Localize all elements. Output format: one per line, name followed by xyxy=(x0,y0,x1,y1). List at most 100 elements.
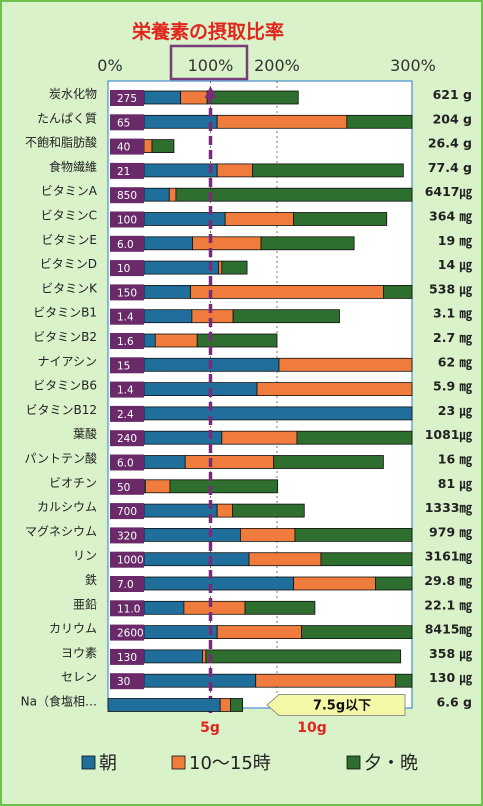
sodium-limit-arrow xyxy=(266,694,406,716)
row-19-target-value: 320 xyxy=(117,530,137,542)
row-12-target-badge xyxy=(110,357,144,374)
row-3-bar-夕・晩 xyxy=(151,139,175,154)
row-8-target-value: 10 xyxy=(117,263,130,275)
row-22-total: 22.1 ㎎ xyxy=(424,597,472,613)
row-16-target-badge xyxy=(110,454,144,471)
row-16-label: パントテン酸 xyxy=(24,451,97,466)
row-5-label: ビタミンA xyxy=(41,184,98,198)
row-11-bar-夕・晩 xyxy=(196,333,278,348)
row-15-target-badge xyxy=(110,430,144,447)
legend-label-朝: 朝 xyxy=(99,753,117,774)
row-6-bar-朝 xyxy=(143,212,226,226)
row-6-label: ビタミンC xyxy=(41,209,97,223)
row-13-target-badge xyxy=(110,381,144,398)
row-22-label: 亜鉛 xyxy=(73,597,97,611)
row-1-bar-夕・晩 xyxy=(206,90,299,105)
row-5-bar-朝 xyxy=(143,187,170,202)
row-1-bar-10〜15時 xyxy=(180,90,208,105)
row-7-target-badge xyxy=(110,235,144,252)
row-6-bar-10〜15時 xyxy=(224,212,295,226)
row-19-target-badge xyxy=(110,527,144,544)
row-4-total: 77.4 g xyxy=(428,160,472,175)
row-19-label: マグネシウム xyxy=(25,524,97,538)
row-7-bar-朝 xyxy=(143,236,193,251)
row-24-total: 358 ㎍ xyxy=(429,646,472,662)
row-18-label: カルシウム xyxy=(37,500,97,514)
row-2-bar-10〜15時 xyxy=(216,114,348,129)
row-23-label: カリウム xyxy=(49,622,97,636)
sodium-bar-朝 xyxy=(107,698,221,712)
row-13-total: 5.9 ㎎ xyxy=(433,379,472,395)
legend-label-10〜15時: 10〜15時 xyxy=(189,753,271,774)
row-17-label: ビオチン xyxy=(49,476,97,490)
row-20-bar-夕・晩 xyxy=(320,552,413,567)
row-6-total: 364 ㎎ xyxy=(429,209,472,225)
row-25-bar-10〜15時 xyxy=(255,673,396,688)
row-17-total: 81 ㎍ xyxy=(438,476,473,492)
row-20-label: リン xyxy=(73,549,97,563)
chart-title: 栄養素の摂取比率 xyxy=(131,20,284,43)
row-1-target-badge xyxy=(110,90,144,106)
row-16-bar-朝 xyxy=(143,455,186,469)
row-22-bar-夕・晩 xyxy=(244,600,316,615)
row-4-bar-夕・晩 xyxy=(251,163,404,178)
row-10-bar-朝 xyxy=(143,309,193,324)
percent-tick-label: 300% xyxy=(390,56,436,75)
row-9-target-value: 150 xyxy=(117,287,137,299)
row-12-target-value: 15 xyxy=(117,360,130,372)
row-21-bar-夕・晩 xyxy=(375,576,413,591)
row-2-target-badge xyxy=(110,114,144,131)
row-17-target-value: 50 xyxy=(117,482,130,494)
row-8-bar-夕・晩 xyxy=(221,260,248,275)
row-1-target-value: 275 xyxy=(117,93,137,105)
target-highlight-box xyxy=(169,44,249,81)
row-22-target-value: 11.0 xyxy=(117,603,140,615)
tick-layer: 0% 100% 200% 300% xyxy=(97,56,436,75)
row-18-total: 1333㎎ xyxy=(425,500,473,516)
row-25-total: 130 ㎍ xyxy=(429,670,472,686)
row-4-target-value: 21 xyxy=(117,166,130,178)
legend-swatch-夕・晩 xyxy=(346,755,361,770)
row-23-total: 8415㎎ xyxy=(425,622,473,638)
row-25-label: セレン xyxy=(61,670,97,684)
legend-layer: 朝 10〜15時 夕・晩 xyxy=(81,753,418,774)
row-11-bar-朝 xyxy=(143,333,156,348)
row-3-bar-10〜15時 xyxy=(143,139,153,154)
row-14-label: ビタミンB12 xyxy=(25,403,97,417)
row-13-bar-10〜15時 xyxy=(256,382,413,397)
row-3-target-value: 40 xyxy=(117,142,130,154)
row-13-bar-朝 xyxy=(143,382,258,397)
row-10-target-badge xyxy=(110,308,144,325)
row-16-bar-10〜15時 xyxy=(184,455,275,469)
row-23-bar-夕・晩 xyxy=(301,625,413,639)
sodium-label: Na（食塩相… xyxy=(21,694,97,709)
row-3-total: 26.4 g xyxy=(428,136,472,151)
row-20-bar-10〜15時 xyxy=(248,552,322,567)
sodium-limit-label: 7.5g以下 xyxy=(313,699,371,714)
row-20-bar-朝 xyxy=(143,552,250,567)
sodium-total: 6.6 g xyxy=(437,695,472,710)
row-6-target-badge xyxy=(110,211,144,228)
row-24-bar-朝 xyxy=(143,649,203,664)
legend-label-夕・晩: 夕・晩 xyxy=(364,753,418,774)
legend-swatch-10〜15時 xyxy=(171,755,186,770)
row-15-label: 葉酸 xyxy=(73,426,97,441)
row-14-target-value: 2.4 xyxy=(117,409,134,421)
row-11-total: 2.7 ㎎ xyxy=(433,330,472,346)
target-line-layer xyxy=(204,86,217,713)
row-17-bar-夕・晩 xyxy=(169,479,279,494)
row-7-bar-10〜15時 xyxy=(192,236,262,251)
row-15-target-value: 240 xyxy=(117,433,137,445)
row-25-bar-朝 xyxy=(143,673,257,688)
row-11-label: ビタミンB2 xyxy=(33,330,97,344)
row-17-bar-10〜15時 xyxy=(144,479,171,494)
row-22-bar-朝 xyxy=(143,600,185,615)
row-24-target-value: 130 xyxy=(117,652,137,664)
row-23-bar-10〜15時 xyxy=(216,625,303,639)
row-11-target-value: 1.6 xyxy=(117,336,134,348)
row-14-total: 23 ㎍ xyxy=(438,403,473,419)
sodium-bar-夕・晩 xyxy=(229,698,244,712)
row-20-target-badge xyxy=(110,551,144,568)
row-8-total: 14 ㎍ xyxy=(438,257,473,273)
